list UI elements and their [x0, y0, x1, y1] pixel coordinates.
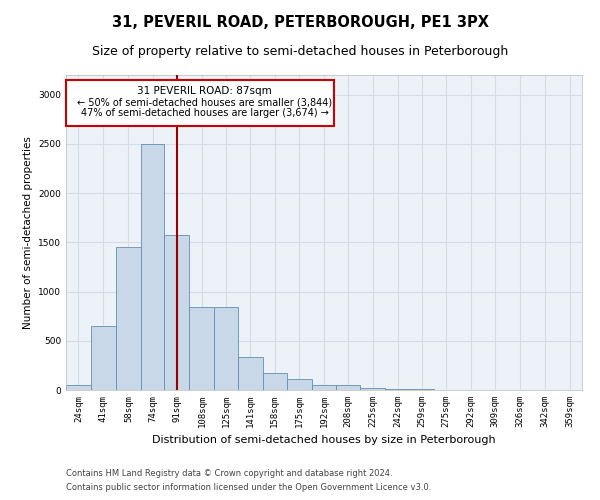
Bar: [238, 356, 263, 390]
Bar: [141, 144, 164, 390]
Bar: [66, 385, 91, 390]
Text: Contains public sector information licensed under the Open Government Licence v3: Contains public sector information licen…: [66, 484, 431, 492]
Bar: [311, 384, 337, 390]
Bar: [190, 308, 214, 390]
Bar: [385, 388, 410, 390]
Bar: [410, 389, 434, 390]
Text: 31, PEVERIL ROAD, PETERBOROUGH, PE1 3PX: 31, PEVERIL ROAD, PETERBOROUGH, PE1 3PX: [112, 15, 488, 30]
Bar: [91, 326, 116, 390]
Bar: [164, 236, 190, 390]
Text: Size of property relative to semi-detached houses in Peterborough: Size of property relative to semi-detach…: [92, 45, 508, 58]
Y-axis label: Number of semi-detached properties: Number of semi-detached properties: [23, 136, 32, 329]
Bar: [116, 248, 141, 390]
Bar: [214, 308, 238, 390]
X-axis label: Distribution of semi-detached houses by size in Peterborough: Distribution of semi-detached houses by …: [152, 436, 496, 446]
Text: ← 50% of semi-detached houses are smaller (3,844): ← 50% of semi-detached houses are smalle…: [77, 97, 332, 107]
Bar: [263, 373, 287, 390]
Bar: [337, 384, 360, 390]
Text: 47% of semi-detached houses are larger (3,674) →: 47% of semi-detached houses are larger (…: [80, 108, 329, 118]
Text: Contains HM Land Registry data © Crown copyright and database right 2024.: Contains HM Land Registry data © Crown c…: [66, 468, 392, 477]
Bar: [66, 80, 334, 126]
Bar: [287, 379, 311, 390]
Text: 31 PEVERIL ROAD: 87sqm: 31 PEVERIL ROAD: 87sqm: [137, 86, 272, 96]
Bar: [360, 388, 385, 390]
